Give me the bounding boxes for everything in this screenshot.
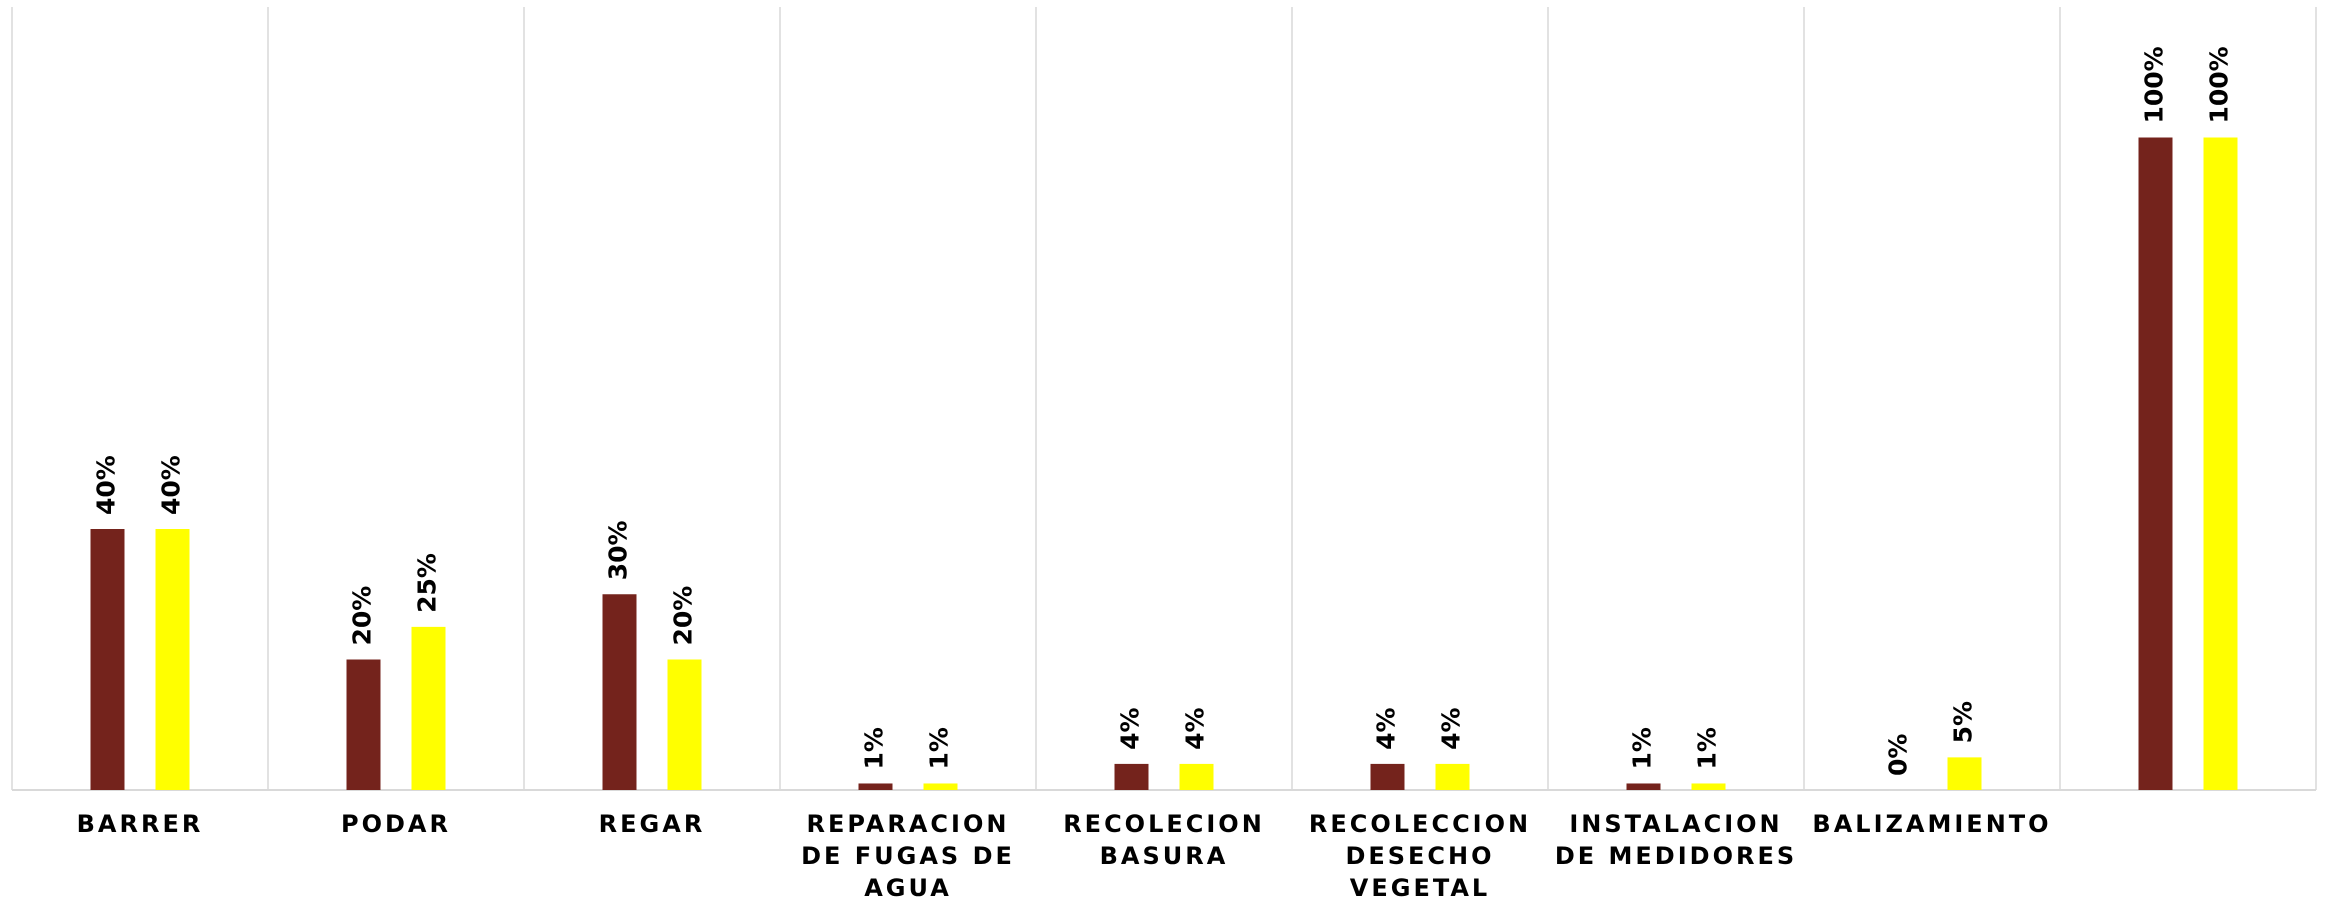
data-label: 5%	[1949, 701, 1978, 743]
data-label: 1%	[1693, 727, 1722, 769]
bar	[667, 659, 702, 790]
x-tick-label: INSTALACION DE MEDIDORES	[1554, 810, 1798, 870]
x-tick-label: PODAR	[341, 810, 451, 838]
x-tick-label: RECOLECION BASURA	[1063, 810, 1265, 870]
data-label: 0%	[1884, 734, 1913, 776]
bar	[1947, 757, 1982, 790]
bar	[2203, 137, 2238, 790]
bar	[1626, 783, 1661, 790]
x-tick-label: REPARACION DE FUGAS DE AGUA	[801, 810, 1015, 902]
data-label: 4%	[1181, 707, 1210, 749]
bar	[346, 659, 381, 790]
bar	[1435, 763, 1470, 790]
data-label: 40%	[157, 455, 186, 515]
data-label: 4%	[1372, 707, 1401, 749]
x-tick-label: BARRER	[76, 810, 204, 838]
data-label: 20%	[669, 586, 698, 646]
x-tick-label: REGAR	[598, 810, 706, 838]
bar	[923, 783, 958, 790]
bar	[90, 529, 125, 790]
data-label: 30%	[604, 520, 633, 580]
data-label: 40%	[92, 455, 121, 515]
data-label: 1%	[1628, 727, 1657, 769]
data-label: 25%	[413, 553, 442, 613]
data-label: 1%	[860, 727, 889, 769]
bar	[411, 626, 446, 790]
data-label: 4%	[1116, 707, 1145, 749]
x-tick-label: RECOLECCION DESECHO VEGETAL	[1308, 810, 1532, 902]
bar	[1691, 783, 1726, 790]
bar	[1370, 763, 1405, 790]
bar	[155, 529, 190, 790]
bar	[2138, 137, 2173, 790]
bar	[858, 783, 893, 790]
bar	[602, 594, 637, 790]
data-label: 100%	[2205, 46, 2234, 123]
data-label: 4%	[1437, 707, 1466, 749]
data-label: 1%	[925, 727, 954, 769]
bar	[1179, 763, 1214, 790]
data-label: 100%	[2140, 46, 2169, 123]
bar	[1114, 763, 1149, 790]
data-label: 20%	[348, 586, 377, 646]
x-tick-label: BALIZAMIENTO	[1812, 810, 2052, 838]
